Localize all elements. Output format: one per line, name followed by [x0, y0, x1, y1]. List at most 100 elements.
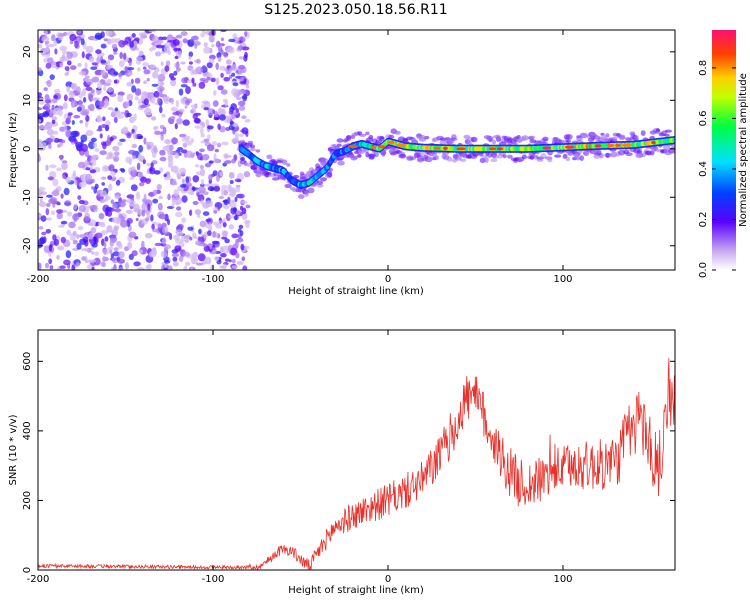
- heatmap-cell: [194, 125, 202, 129]
- heatmap-cell: [154, 125, 159, 130]
- heatmap-cell: [127, 241, 133, 250]
- heatmap-cell: [200, 199, 205, 205]
- heatmap-cell: [91, 186, 95, 190]
- heatmap-cell: [242, 94, 248, 102]
- heatmap-cell: [576, 136, 583, 142]
- heatmap-cell: [205, 218, 212, 223]
- heatmap-cell: [76, 234, 80, 239]
- heatmap-cell: [169, 182, 178, 186]
- heatmap-cell: [175, 201, 180, 206]
- heatmap-cell: [206, 76, 211, 81]
- heatmap-cell: [172, 256, 178, 262]
- heatmap-cell: [80, 110, 89, 116]
- heatmap-cell: [38, 141, 44, 148]
- heatmap-cell: [184, 239, 189, 243]
- y-tick-label: -20: [22, 238, 33, 254]
- heatmap-cell: [201, 100, 210, 105]
- heatmap-cell: [90, 137, 97, 142]
- heatmap-cell: [119, 138, 126, 142]
- heatmap-cell: [118, 267, 124, 270]
- heatmap-cell: [107, 175, 113, 180]
- heatmap-cell: [186, 150, 193, 159]
- heatmap-cell: [38, 119, 42, 123]
- heatmap-cell: [152, 71, 159, 79]
- heatmap-cell: [100, 43, 107, 49]
- heatmap-cell: [66, 229, 71, 236]
- heatmap-cell: [179, 255, 184, 262]
- heatmap-cell: [51, 119, 56, 124]
- heatmap-cell: [239, 80, 247, 85]
- heatmap-cell: [336, 143, 342, 147]
- heatmap-cell: [529, 139, 537, 144]
- heatmap-cell: [138, 182, 145, 187]
- heatmap-cell: [203, 42, 208, 48]
- heatmap-cell: [596, 150, 602, 156]
- heatmap-cell: [240, 243, 245, 251]
- heatmap-cell: [134, 88, 142, 96]
- heatmap-cell: [194, 164, 200, 168]
- heatmap-cell: [167, 150, 174, 156]
- heatmap-cell: [554, 154, 562, 158]
- heatmap-cell: [130, 169, 138, 178]
- heatmap-cell: [240, 200, 248, 204]
- heatmap-cell: [621, 143, 632, 147]
- heatmap-cell: [180, 184, 187, 188]
- heatmap-cell: [240, 76, 245, 82]
- heatmap-cell: [579, 132, 588, 138]
- heatmap-cell: [155, 39, 164, 44]
- heatmap-cell: [139, 104, 147, 109]
- heatmap-cell: [536, 158, 544, 162]
- heatmap-cell: [459, 158, 467, 162]
- heatmap-cell: [88, 55, 95, 63]
- heatmap-cell: [62, 174, 67, 179]
- heatmap-cell: [199, 220, 207, 228]
- heatmap-cell: [168, 159, 174, 166]
- heatmap-cell: [212, 250, 217, 254]
- heatmap-cell: [49, 111, 53, 117]
- heatmap-cell: [224, 238, 230, 244]
- heatmap-cell: [84, 248, 89, 252]
- heatmap-cell: [191, 77, 195, 84]
- heatmap-cell: [219, 114, 226, 121]
- colorbar-label: Normalized spectral amplitude: [738, 73, 749, 227]
- heatmap-cell: [78, 71, 87, 76]
- heatmap-cell: [112, 203, 118, 209]
- heatmap-cell: [228, 172, 235, 179]
- heatmap-cell: [215, 40, 221, 48]
- heatmap-cell: [141, 209, 146, 217]
- heatmap-cell: [87, 154, 91, 163]
- heatmap-cell: [107, 107, 114, 111]
- heatmap-cell: [214, 148, 219, 153]
- heatmap-cell: [65, 130, 72, 138]
- heatmap-cell: [227, 46, 235, 54]
- heatmap-cell: [213, 158, 220, 164]
- heatmap-cell: [138, 98, 142, 106]
- heatmap-cell: [229, 180, 234, 184]
- heatmap-cell: [136, 267, 145, 270]
- heatmap-cell: [126, 133, 132, 139]
- heatmap-cell: [151, 116, 157, 121]
- heatmap-cell: [173, 189, 179, 197]
- heatmap-cell: [208, 248, 213, 253]
- heatmap-cell: [346, 135, 352, 141]
- heatmap-cell: [190, 35, 199, 41]
- colorbar-tick-label: 0.0: [698, 262, 709, 278]
- heatmap-cell: [162, 95, 170, 102]
- heatmap-cell: [133, 261, 141, 267]
- heatmap-cell: [213, 207, 218, 211]
- heatmap-cell: [241, 212, 248, 220]
- heatmap-cell: [91, 178, 95, 183]
- heatmap-cell: [94, 183, 99, 189]
- heatmap-cell: [348, 144, 358, 148]
- heatmap-cell: [70, 130, 78, 138]
- heatmap-cell: [198, 228, 202, 235]
- heatmap-cell: [171, 199, 176, 208]
- heatmap-cell: [624, 136, 631, 141]
- heatmap-cell: [80, 134, 88, 143]
- heatmap-cell: [78, 199, 85, 205]
- heatmap-cell: [611, 136, 618, 142]
- heatmap-cell: [137, 135, 144, 139]
- heatmap-cell: [102, 255, 106, 263]
- heatmap-cell: [164, 139, 172, 145]
- heatmap-cell: [203, 243, 208, 248]
